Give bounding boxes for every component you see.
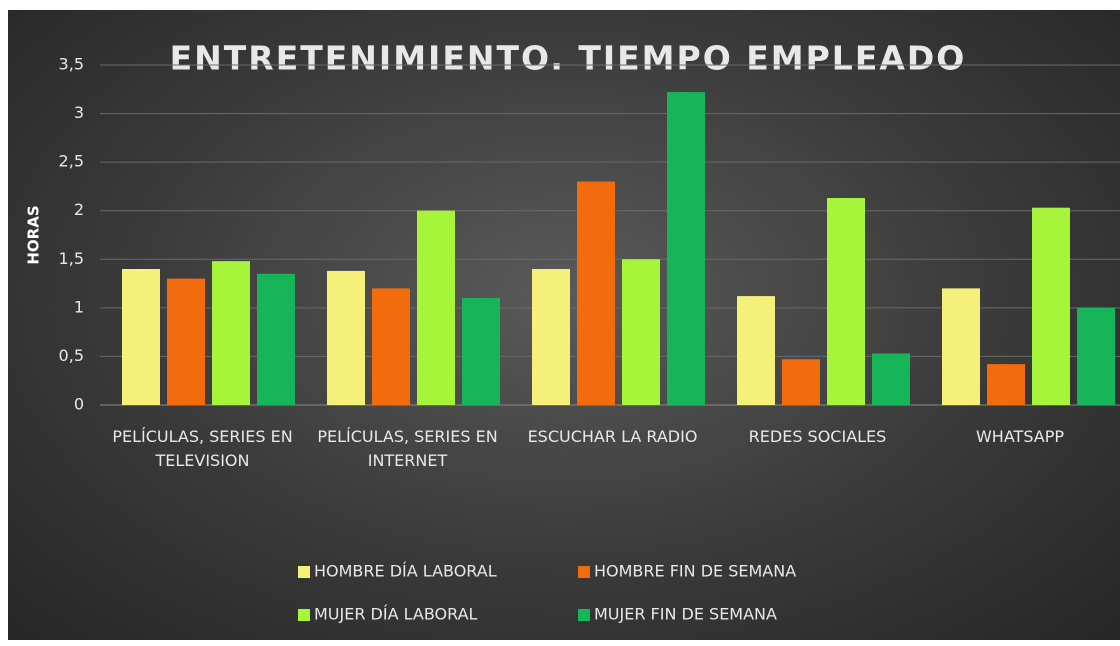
y-tick-label: 1,5 [59, 249, 84, 268]
y-tick-label: 0 [74, 395, 84, 414]
bar-shine [532, 269, 570, 405]
bar-shine [872, 353, 910, 405]
bar-shine [122, 269, 160, 405]
legend-swatch [578, 609, 590, 621]
bar-shine [372, 288, 410, 405]
legend-label: HOMBRE DÍA LABORAL [314, 562, 497, 581]
legend-label: MUJER DÍA LABORAL [314, 605, 478, 624]
bar-shine [987, 364, 1025, 405]
x-tick-label: REDES SOCIALES [748, 427, 887, 446]
bar-shine [577, 181, 615, 405]
bar-shine [417, 210, 455, 405]
bar-shine [462, 298, 500, 405]
bar-shine [737, 296, 775, 405]
y-tick-label: 3,5 [59, 55, 84, 74]
y-tick-label: 0,5 [59, 346, 84, 365]
y-tick-label: 2,5 [59, 152, 84, 171]
bar-shine [327, 270, 365, 405]
bar-shine [1077, 307, 1115, 405]
legend-label: HOMBRE FIN DE SEMANA [594, 562, 796, 581]
x-tick-label: PELÍCULAS, SERIES EN INTERNET [317, 427, 498, 470]
y-tick-label: 3 [74, 103, 84, 122]
chart-title: ENTRETENIMIENTO. TIEMPO EMPLEADO [170, 39, 967, 78]
bar-shine [622, 259, 660, 405]
bar-shine [942, 288, 980, 405]
legend-swatch [298, 609, 310, 621]
y-tick-label: 2 [74, 200, 84, 219]
x-tick-label: PELÍCULAS, SERIES EN TELEVISION [112, 427, 293, 470]
bar-shine [1032, 207, 1070, 405]
bar-shine [257, 273, 295, 405]
bar-shine [827, 198, 865, 405]
bar-shine [212, 261, 250, 405]
y-axis-label: HORAS [25, 205, 43, 264]
x-tick-label: WHATSAPP [975, 427, 1065, 446]
y-tick-label: 1 [74, 297, 84, 316]
legend-label: MUJER FIN DE SEMANA [594, 605, 777, 624]
bar-shine [782, 359, 820, 405]
legend-swatch [298, 566, 310, 578]
legend-swatch [578, 566, 590, 578]
bar-shine [167, 278, 205, 405]
x-tick-label: ESCUCHAR LA RADIO [527, 427, 698, 446]
bar-shine [667, 92, 705, 405]
